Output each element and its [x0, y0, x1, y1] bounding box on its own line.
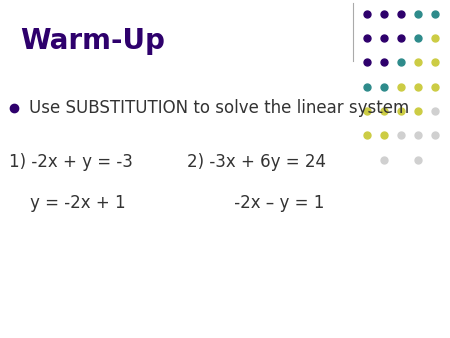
Text: 2) -3x + 6y = 24: 2) -3x + 6y = 24 — [187, 153, 326, 171]
Text: Warm-Up: Warm-Up — [20, 27, 165, 55]
Text: 1) -2x + y = -3: 1) -2x + y = -3 — [9, 153, 133, 171]
Text: y = -2x + 1: y = -2x + 1 — [9, 194, 126, 212]
Text: Use SUBSTITUTION to solve the linear system: Use SUBSTITUTION to solve the linear sys… — [29, 99, 410, 117]
Text: -2x – y = 1: -2x – y = 1 — [187, 194, 324, 212]
